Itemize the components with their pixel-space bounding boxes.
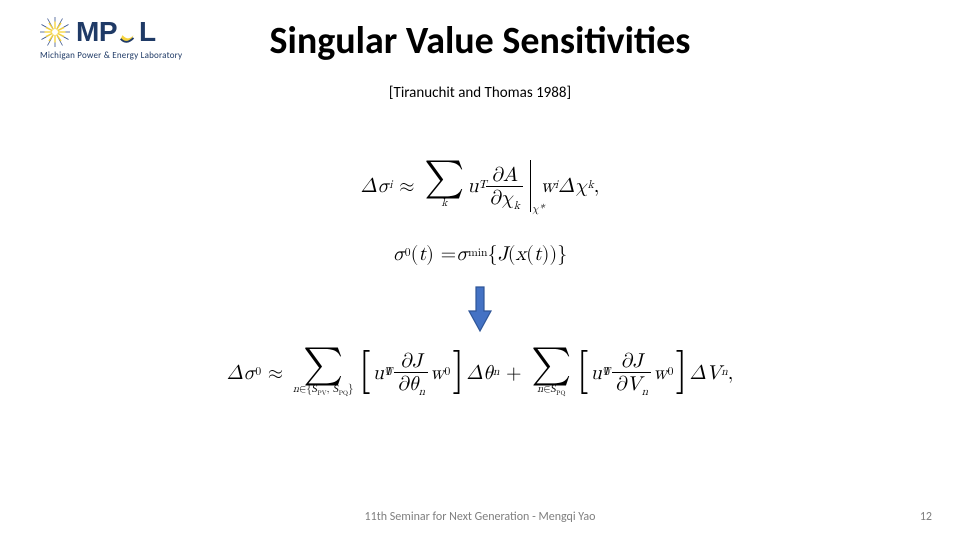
citation: [Tiranuchit and Thomas 1988] — [0, 84, 960, 102]
page-number: 12 — [920, 510, 932, 524]
equation-2: σ0(t) = σmin{J(x(t))} — [0, 240, 960, 266]
eq1-sum-index: k — [441, 198, 447, 209]
footer-text: 11th Seminar for Next Generation - Mengq… — [0, 510, 960, 524]
slide: MP L Michigan Power & Energy Laboratory … — [0, 0, 960, 540]
equation-1: Δσi ≈ ∑ k uTi ∂A ∂χk χ* wi Δχk, — [0, 160, 960, 212]
down-arrow-icon — [467, 285, 493, 333]
equation-3: Δσ0 ≈ ∑ n∈{SPV, SPQ} [ uT0 ∂J ∂θn w0 ] Δ… — [0, 350, 960, 395]
eq1-frac-num: ∂A — [488, 165, 521, 186]
page-title: Singular Value Sensitivities — [0, 18, 960, 64]
